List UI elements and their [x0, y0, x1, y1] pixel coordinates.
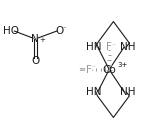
Text: HN: HN	[86, 87, 102, 97]
Text: N: N	[31, 34, 39, 44]
Text: +: +	[39, 37, 45, 43]
Text: F: F	[106, 42, 112, 52]
Text: HN: HN	[86, 42, 102, 52]
Text: O: O	[55, 26, 64, 36]
Text: HO: HO	[3, 26, 19, 36]
Text: 3+: 3+	[117, 62, 128, 68]
Text: F: F	[86, 64, 92, 75]
Text: Co: Co	[102, 64, 116, 75]
Text: NH: NH	[120, 42, 135, 52]
Text: ⁻: ⁻	[62, 26, 66, 33]
Text: ⁻: ⁻	[111, 43, 115, 49]
Text: NH: NH	[120, 87, 135, 97]
Text: ≡: ≡	[78, 65, 85, 74]
Text: ⁻: ⁻	[91, 65, 95, 71]
Text: O: O	[31, 56, 39, 66]
